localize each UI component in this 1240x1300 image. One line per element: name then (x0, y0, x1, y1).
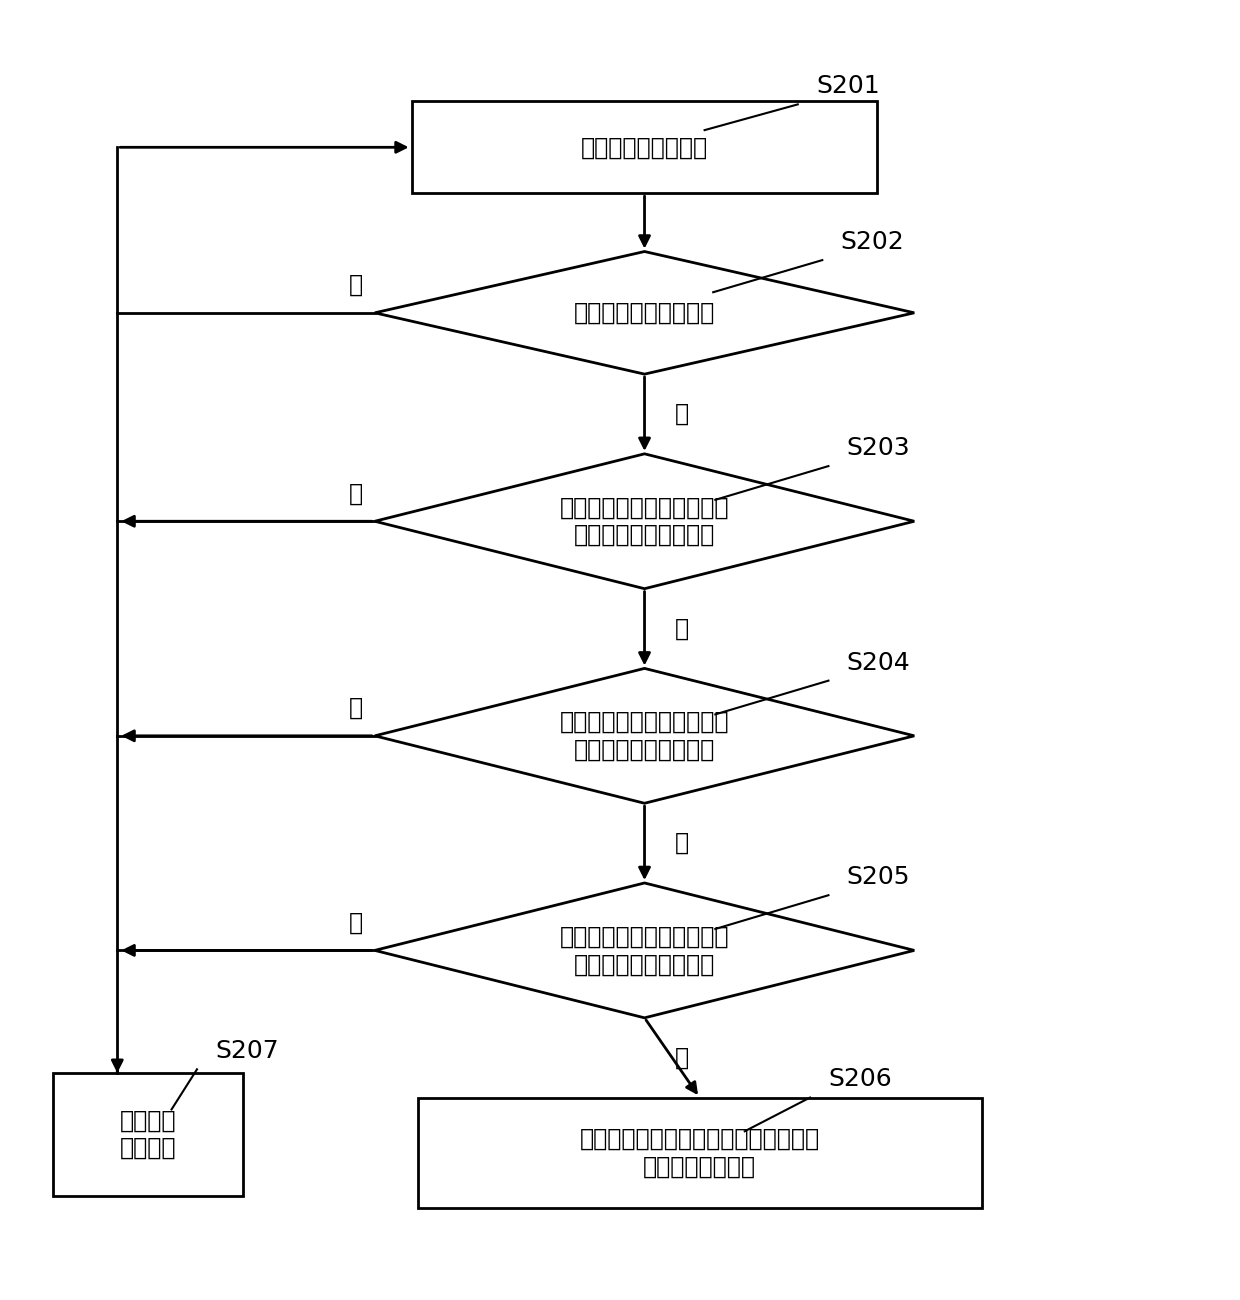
Text: S206: S206 (828, 1067, 893, 1092)
FancyBboxPatch shape (53, 1072, 243, 1196)
Text: 否: 否 (348, 481, 362, 506)
Polygon shape (374, 454, 914, 589)
Text: 是: 是 (675, 402, 689, 426)
Text: 检测是否存在开盖行为: 检测是否存在开盖行为 (574, 300, 715, 325)
Text: S205: S205 (847, 864, 910, 889)
Text: 否: 否 (348, 910, 362, 935)
Text: 判断开盖数据中的开盖次数
是否小于等于次数阈值: 判断开盖数据中的开盖次数 是否小于等于次数阈值 (559, 924, 729, 976)
Text: 是: 是 (675, 616, 689, 641)
Text: 否: 否 (348, 273, 362, 296)
Polygon shape (374, 883, 914, 1018)
Text: 是: 是 (675, 831, 689, 855)
Text: 是: 是 (675, 1045, 689, 1070)
Polygon shape (374, 251, 914, 374)
Text: S207: S207 (216, 1039, 279, 1063)
Text: 确定该电表对应的用户为目标窃电嫌疑
户，并输出该结果: 确定该电表对应的用户为目标窃电嫌疑 户，并输出该结果 (579, 1127, 820, 1179)
FancyBboxPatch shape (412, 101, 878, 194)
Text: S203: S203 (847, 436, 910, 460)
Text: 退出该电
表的检测: 退出该电 表的检测 (120, 1109, 176, 1160)
Text: S202: S202 (841, 230, 904, 254)
Text: 获取电表的开盖数据: 获取电表的开盖数据 (582, 135, 708, 160)
Polygon shape (374, 668, 914, 803)
Text: 判断开盖数据中的电表表码
是否大于等于表码阈值: 判断开盖数据中的电表表码 是否大于等于表码阈值 (559, 710, 729, 762)
FancyBboxPatch shape (418, 1097, 982, 1208)
Text: S201: S201 (816, 74, 880, 99)
Text: 判断开盖数据中的开盖时长
是否大于等于时长阈值: 判断开盖数据中的开盖时长 是否大于等于时长阈值 (559, 495, 729, 547)
Text: 否: 否 (348, 696, 362, 720)
Text: S204: S204 (847, 650, 910, 675)
